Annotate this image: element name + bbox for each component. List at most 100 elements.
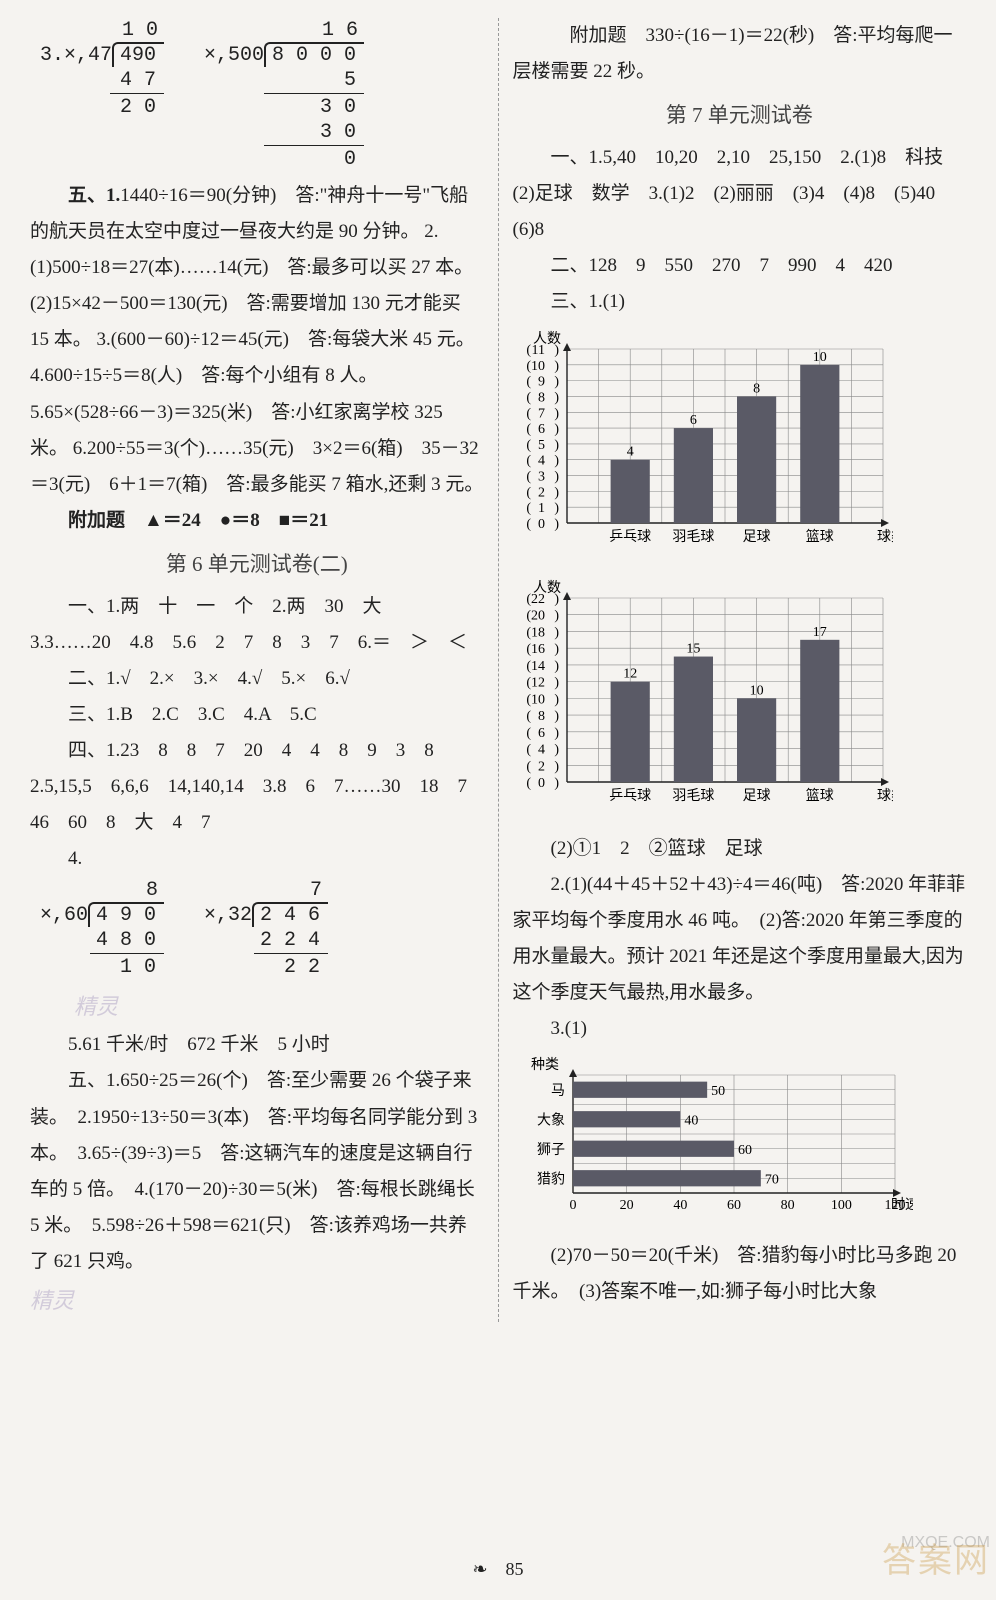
- bonus-answer: 附加题 ▲＝24 ●＝8 ■＝21: [30, 503, 484, 539]
- svg-text:0: 0: [538, 776, 545, 791]
- svg-text:20: 20: [619, 1198, 633, 1213]
- text: 4.600÷15÷5＝8(人) 答:每个小组有 8 人。: [30, 365, 378, 386]
- svg-text:6: 6: [689, 413, 696, 428]
- s7-3c: (2)70－50＝20(千米) 答:猎豹每小时比马多跑 20 千米。 (3)答案…: [513, 1238, 967, 1310]
- svg-text:): ): [554, 759, 559, 774]
- svg-text:(: (: [526, 592, 531, 607]
- svg-text:(: (: [526, 642, 531, 657]
- svg-text:1: 1: [538, 501, 545, 516]
- svg-text:12: 12: [623, 666, 637, 681]
- svg-text:): ): [554, 709, 559, 724]
- bar-chart-1: 人数0)(1)(2)(3)(4)(5)(6)(7)(8)(9)(10)(11)(…: [513, 327, 967, 570]
- long-division-1: 1 03.×,474904 72 0: [40, 18, 164, 172]
- svg-text:篮球: 篮球: [805, 788, 833, 804]
- svg-text:40: 40: [684, 1114, 698, 1129]
- svg-text:(: (: [526, 343, 531, 358]
- s7-line-2: 二、128 9 550 270 7 990 4 420: [513, 248, 967, 284]
- right-column: 附加题 330÷(16－1)＝22(秒) 答:平均每爬一层楼需要 22 秒。 第…: [498, 18, 975, 1322]
- svg-text:100: 100: [830, 1198, 851, 1213]
- s7-3b: (2)①1 2 ②篮球 足球: [513, 831, 967, 867]
- watermark-faint-1: 精灵: [30, 986, 484, 1028]
- long-division-3: 8×,604 9 04 8 01 0: [40, 878, 164, 980]
- long-division-4: 7×,322 4 62 2 42 2: [204, 878, 328, 980]
- svg-text:10: 10: [531, 692, 545, 707]
- section-6-title: 第 6 单元测试卷(二): [30, 545, 484, 585]
- svg-text:足球: 足球: [742, 529, 770, 545]
- svg-text:时速/千米: 时速/千米: [891, 1197, 913, 1213]
- svg-text:14: 14: [531, 659, 545, 674]
- svg-text:(: (: [526, 469, 531, 484]
- bonus-right: 附加题 330÷(16－1)＝22(秒) 答:平均每爬一层楼需要 22 秒。: [513, 18, 967, 90]
- s6-4-label: 4.: [30, 841, 484, 877]
- svg-text:7: 7: [538, 406, 545, 421]
- svg-text:4: 4: [626, 444, 633, 459]
- svg-text:): ): [554, 358, 559, 373]
- svg-text:10: 10: [531, 358, 545, 373]
- svg-text:(: (: [526, 625, 531, 640]
- svg-text:(: (: [526, 406, 531, 421]
- svg-text:(: (: [526, 517, 531, 532]
- text: 附加题 330÷(16－1)＝22(秒) 答:平均每爬一层楼需要 22 秒。: [513, 25, 953, 82]
- svg-text:(: (: [526, 390, 531, 405]
- s6-line-2: 二、1.√ 2.× 3.× 4.√ 5.× 6.√: [30, 661, 484, 697]
- svg-text:): ): [554, 608, 559, 623]
- svg-text:): ): [554, 485, 559, 500]
- svg-text:70: 70: [764, 1173, 778, 1188]
- text: 3.(600－60)÷12＝45(元) 答:每袋大米 45 元。: [97, 329, 475, 350]
- svg-text:10: 10: [749, 683, 763, 698]
- s6-line-1: 一、1.两 十 一 个 2.两 30 大: [30, 589, 484, 625]
- svg-text:4: 4: [538, 453, 545, 468]
- svg-text:): ): [554, 501, 559, 516]
- svg-text:22: 22: [531, 592, 545, 607]
- svg-text:): ): [554, 675, 559, 690]
- svg-text:): ): [554, 406, 559, 421]
- svg-text:): ): [554, 422, 559, 437]
- page-number: 85: [506, 1559, 524, 1579]
- svg-text:0: 0: [538, 517, 545, 532]
- watermark-main: 答案网: [882, 1529, 990, 1594]
- s6-5p: 五、1.650÷25＝26(个) 答:至少需要 26 个袋子来装。 2.1950…: [30, 1063, 484, 1280]
- s7-2p: 2.(1)(44＋45＋52＋43)÷4＝46(吨) 答:2020 年菲菲家平均…: [513, 867, 967, 1011]
- svg-text:): ): [554, 625, 559, 640]
- svg-text:3: 3: [538, 469, 545, 484]
- s6-line-5: 5.61 千米/时 672 千米 5 小时: [30, 1027, 484, 1063]
- svg-text:60: 60: [738, 1143, 752, 1158]
- text: 6.200÷55＝3(个)……35(元) 3×2＝6(箱) 35－32＝3(元)…: [30, 438, 483, 495]
- svg-text:): ): [554, 642, 559, 657]
- svg-text:): ): [554, 343, 559, 358]
- s6-line-3: 三、1.B 2.C 3.C 4.A 5.C: [30, 697, 484, 733]
- left-column: 1 03.×,474904 72 0 1 6×,5008 0 0 053 03 …: [22, 18, 498, 1322]
- s6-line-1b: 3.3……20 4.8 5.6 2 7 8 3 7 6.＝ ＞ ＜: [30, 625, 484, 661]
- svg-text:): ): [554, 592, 559, 607]
- svg-text:15: 15: [686, 641, 700, 656]
- svg-text:大象: 大象: [537, 1113, 565, 1129]
- svg-text:足球: 足球: [742, 788, 770, 804]
- svg-text:20: 20: [531, 608, 545, 623]
- svg-text:0: 0: [569, 1198, 576, 1213]
- svg-text:): ): [554, 776, 559, 791]
- svg-text:): ): [554, 517, 559, 532]
- svg-text:马: 马: [551, 1083, 565, 1099]
- page-footer: ❧ 85: [0, 1552, 996, 1586]
- svg-text:80: 80: [780, 1198, 794, 1213]
- svg-text:): ): [554, 692, 559, 707]
- svg-text:(: (: [526, 709, 531, 724]
- svg-text:(: (: [526, 742, 531, 757]
- svg-text:18: 18: [531, 625, 545, 640]
- svg-text:(: (: [526, 453, 531, 468]
- svg-text:8: 8: [753, 381, 760, 396]
- svg-text:(: (: [526, 485, 531, 500]
- svg-text:): ): [554, 659, 559, 674]
- svg-text:(: (: [526, 437, 531, 452]
- svg-text:4: 4: [538, 742, 545, 757]
- svg-text:16: 16: [531, 642, 545, 657]
- svg-text:种类: 种类: [531, 1057, 559, 1073]
- svg-text:(: (: [526, 608, 531, 623]
- section-5-label: 五、1.: [68, 185, 120, 206]
- svg-text:篮球: 篮球: [805, 529, 833, 545]
- svg-text:2: 2: [538, 485, 545, 500]
- svg-text:羽毛球: 羽毛球: [672, 529, 714, 545]
- bar-chart-2: 人数0)(2)(4)(6)(8)(10)(12)(14)(16)(18)(20)…: [513, 576, 967, 829]
- svg-text:12: 12: [531, 675, 545, 690]
- svg-text:(: (: [526, 692, 531, 707]
